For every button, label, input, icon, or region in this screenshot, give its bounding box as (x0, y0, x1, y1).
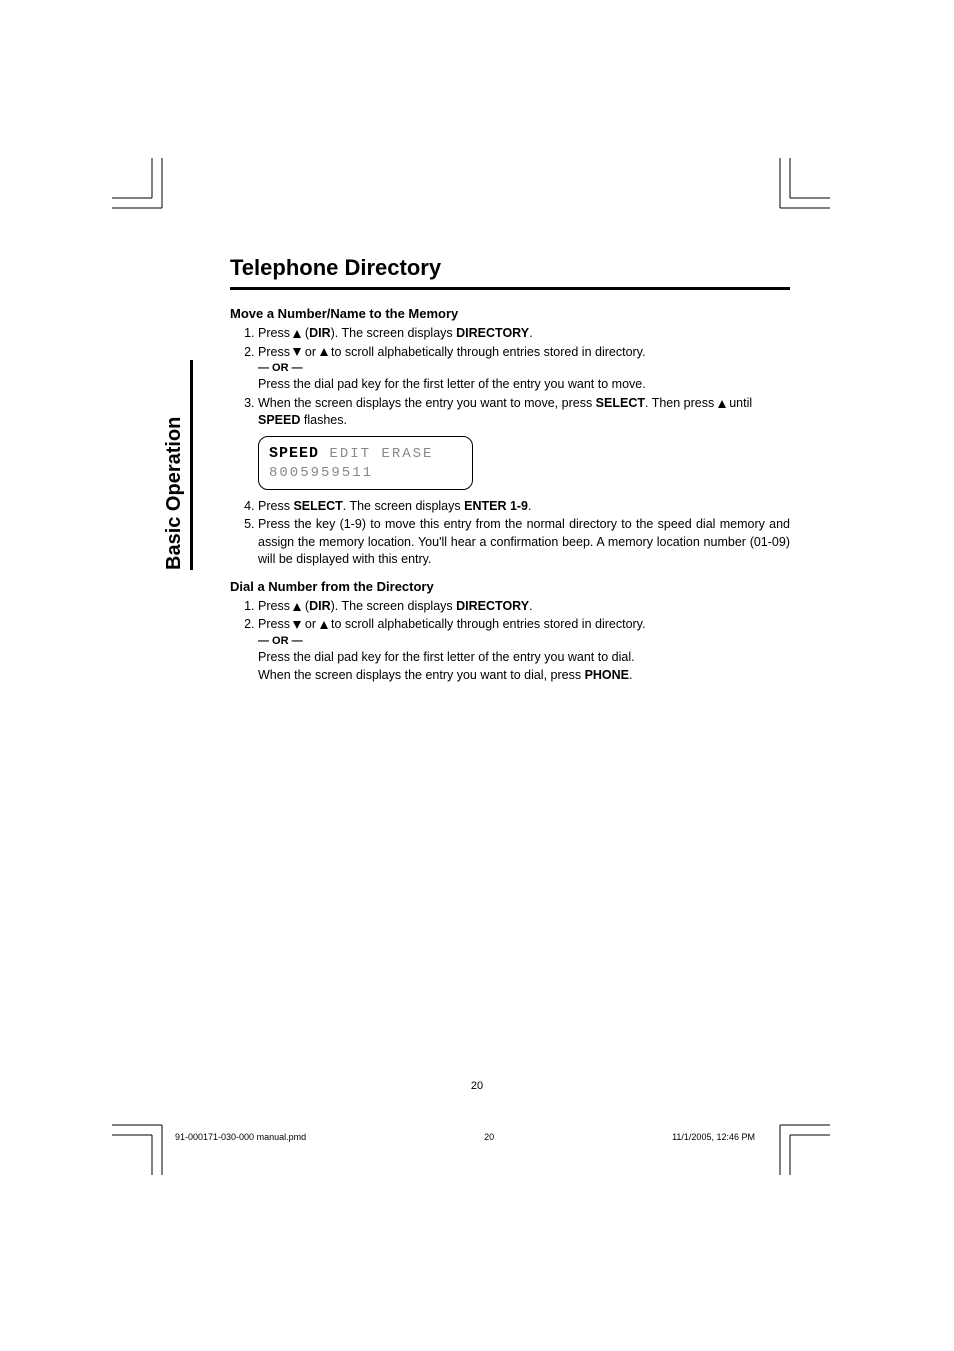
section1-step4: Press SELECT. The screen displays ENTER … (258, 498, 790, 516)
up-arrow-icon (320, 621, 328, 629)
section2-list: Press (DIR). The screen displays DIRECTO… (258, 598, 790, 684)
text: ). The screen displays (331, 326, 457, 340)
page-body: Telephone Directory Move a Number/Name t… (230, 255, 790, 685)
title-rule (230, 287, 790, 290)
lcd-menu: EDIT ERASE (319, 446, 433, 462)
text: . The screen displays (343, 499, 464, 513)
text: When the screen displays the entry you w… (258, 668, 585, 682)
dir-label: DIR (309, 599, 331, 613)
lcd-speed: SPEED (269, 445, 319, 462)
text: Press (258, 599, 293, 613)
directory-label: DIRECTORY (456, 326, 529, 340)
or-separator: — OR — (258, 635, 303, 647)
section1-step1: Press (DIR). The screen displays DIRECTO… (258, 325, 790, 343)
lcd-line2: 8005959511 (269, 464, 462, 484)
footer: 91-000171-030-000 manual.pmd 20 11/1/200… (175, 1132, 755, 1142)
section2-heading: Dial a Number from the Directory (230, 579, 790, 594)
text: ). The screen displays (331, 599, 457, 613)
text: Press (258, 326, 293, 340)
section1-list: Press (DIR). The screen displays DIRECTO… (258, 325, 790, 430)
section2-step2: Press or to scroll alphabetically throug… (258, 616, 790, 684)
text: Press (258, 499, 293, 513)
sidebar-section-label: Basic Operation (163, 360, 193, 570)
select-label: SELECT (293, 499, 342, 513)
footer-datetime: 11/1/2005, 12:46 PM (672, 1132, 755, 1142)
text: When the screen displays the entry you w… (258, 396, 596, 410)
page-number: 20 (471, 1080, 483, 1092)
up-arrow-icon (293, 330, 301, 338)
text: to scroll alphabetically through entries… (328, 617, 646, 631)
dir-label: DIR (309, 326, 331, 340)
directory-label: DIRECTORY (456, 599, 529, 613)
or-separator: — OR — (258, 362, 303, 374)
text: Press (258, 617, 293, 631)
text: . Then press (645, 396, 718, 410)
text: Press the dial pad key for the first let… (258, 649, 790, 667)
crop-mark-tr (770, 158, 830, 218)
enter-label: ENTER 1-9 (464, 499, 528, 513)
up-arrow-icon (293, 603, 301, 611)
crop-mark-bl (112, 1115, 172, 1175)
up-arrow-icon (320, 348, 328, 356)
section1-list-cont: Press SELECT. The screen displays ENTER … (258, 498, 790, 569)
page-title: Telephone Directory (230, 255, 790, 281)
section1-heading: Move a Number/Name to the Memory (230, 306, 790, 321)
footer-filename: 91-000171-030-000 manual.pmd (175, 1132, 306, 1142)
text: Press the dial pad key for the first let… (258, 376, 790, 394)
up-arrow-icon (718, 400, 726, 408)
section1-step3: When the screen displays the entry you w… (258, 395, 790, 430)
crop-mark-br (770, 1115, 830, 1175)
footer-page: 20 (484, 1132, 494, 1142)
crop-mark-tl (112, 158, 172, 218)
section2-step1: Press (DIR). The screen displays DIRECTO… (258, 598, 790, 616)
select-label: SELECT (596, 396, 645, 410)
speed-label: SPEED (258, 413, 300, 427)
text: until (726, 396, 752, 410)
section1-step5: Press the key (1-9) to move this entry f… (258, 516, 790, 569)
text: flashes. (300, 413, 347, 427)
text: Press the key (1-9) to move this entry f… (258, 517, 790, 566)
section1-step2: Press or to scroll alphabetically throug… (258, 344, 790, 394)
lcd-display: SPEED EDIT ERASE 8005959511 (258, 436, 473, 490)
text: or (301, 345, 319, 359)
text: to scroll alphabetically through entries… (328, 345, 646, 359)
text: or (301, 617, 319, 631)
text: Press (258, 345, 293, 359)
lcd-line1: SPEED EDIT ERASE (269, 443, 462, 465)
phone-label: PHONE (585, 668, 629, 682)
